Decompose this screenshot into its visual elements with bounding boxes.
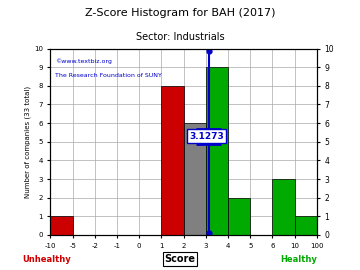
Bar (294, 216, 317, 235)
Y-axis label: Number of companies (33 total): Number of companies (33 total) (24, 86, 31, 198)
Bar (161, 86, 184, 235)
Text: ©www.textbiz.org: ©www.textbiz.org (55, 58, 112, 63)
Bar (184, 123, 206, 235)
Text: The Research Foundation of SUNY: The Research Foundation of SUNY (55, 73, 162, 78)
Bar (50, 216, 73, 235)
Bar (228, 198, 250, 235)
Text: Sector: Industrials: Sector: Industrials (136, 32, 224, 42)
Bar (273, 179, 294, 235)
Text: Unhealthy: Unhealthy (22, 255, 71, 264)
Text: Score: Score (165, 254, 195, 264)
Text: 3.1273: 3.1273 (189, 132, 224, 141)
Text: Healthy: Healthy (280, 255, 317, 264)
Bar (206, 67, 228, 235)
Text: Z-Score Histogram for BAH (2017): Z-Score Histogram for BAH (2017) (85, 8, 275, 18)
